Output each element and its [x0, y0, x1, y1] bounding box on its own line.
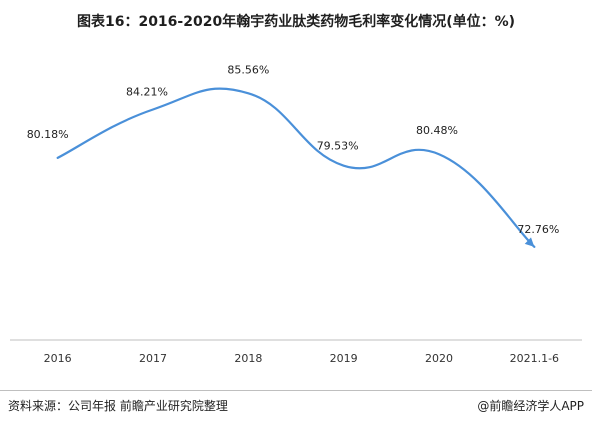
x-tick-label: 2016 [44, 352, 72, 365]
series-arrow-head [524, 237, 535, 247]
data-label: 84.21% [126, 85, 168, 98]
data-label: 80.18% [27, 128, 69, 141]
footer-divider [0, 390, 592, 391]
x-tick-label: 2019 [330, 352, 358, 365]
data-label: 79.53% [317, 140, 359, 153]
data-label: 80.48% [416, 124, 458, 137]
data-label: 85.56% [227, 63, 269, 76]
chart-title: 图表16：2016-2020年翰宇药业肽类药物毛利率变化情况(单位：%) [76, 14, 516, 30]
x-tick-label: 2017 [139, 352, 167, 365]
x-tick-label: 2020 [425, 352, 453, 365]
brand-credit: @前瞻经济学人APP [477, 399, 584, 413]
x-tick-label: 2018 [234, 352, 262, 365]
series-line [56, 87, 536, 248]
data-label: 72.76% [517, 223, 559, 236]
x-tick-label: 2021.1-6 [510, 352, 559, 365]
source-note: 资料来源：公司年报 前瞻产业研究院整理 [8, 399, 228, 413]
